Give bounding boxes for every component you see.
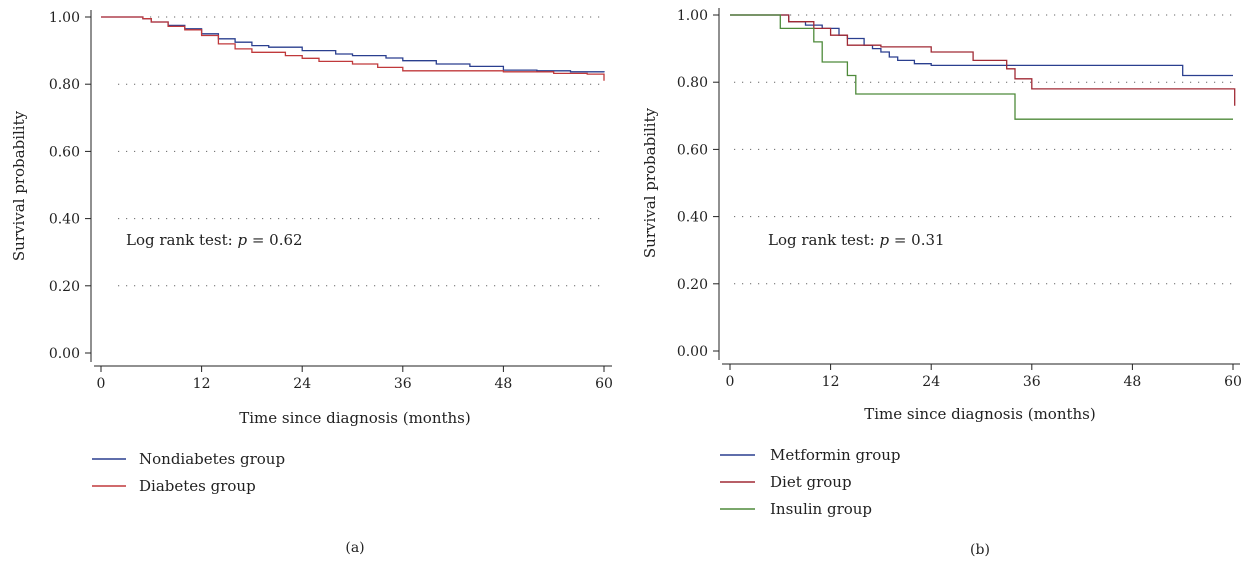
x-tick-label: 48 [1123,374,1141,390]
panel-b-y-label: Survival probability [641,107,659,258]
panel-a-y-ticks: 0.00 0.20 0.40 0.60 0.80 1.00 [49,10,91,362]
panel-a-y-label: Survival probability [10,110,28,261]
legend-label-nondiabetes: Nondiabetes group [139,450,285,468]
panel-b-y-ticks: 0.00 0.20 0.40 0.60 0.80 1.00 [677,8,719,360]
x-tick-label: 0 [97,376,106,392]
panel-b-series [730,14,1236,120]
y-tick-label: 0.00 [49,346,80,362]
x-tick-label: 60 [1224,374,1242,390]
panel-b-x-label: Time since diagnosis (months) [864,405,1095,423]
panel-a-annotation: Log rank test: p = 0.62 [126,231,303,249]
legend-label-diet: Diet group [770,473,852,491]
panel-a-x-label: Time since diagnosis (months) [239,409,470,427]
series-line-diabetes-group [101,16,605,81]
panel-a-series [101,16,605,81]
y-tick-label: 0.80 [49,77,80,93]
y-tick-label: 0.60 [49,144,80,160]
panel-b-legend: Metformin group Diet group Insulin group [720,446,901,518]
x-tick-label: 24 [922,374,940,390]
panel-b-annotation: Log rank test: p = 0.31 [768,231,945,249]
legend-label-metformin: Metformin group [770,446,901,464]
y-tick-label: 0.20 [677,277,708,293]
y-tick-label: 0.40 [677,210,708,226]
panel-b-x-ticks: 0 12 24 36 48 60 [726,364,1242,390]
y-tick-label: 0.20 [49,279,80,295]
legend-label-diabetes: Diabetes group [139,477,256,495]
panel-b-label: (b) [970,542,990,558]
y-tick-label: 0.40 [49,212,80,228]
x-tick-label: 60 [595,376,613,392]
series-line-nondiabetes-group [101,16,605,73]
panel-b: 0.00 0.20 0.40 0.60 0.80 1.00 0 12 24 36 48 60 Log… [641,8,1242,558]
y-tick-label: 0.00 [677,344,708,360]
x-tick-label: 36 [394,376,412,392]
y-tick-label: 0.60 [677,142,708,158]
series-line-metformin-group [730,14,1233,77]
series-line-insulin-group [730,14,1233,120]
panel-a: 0.00 0.20 0.40 0.60 0.80 1.00 0 12 24 36 48 60 Log… [10,10,613,556]
panel-a-label: (a) [345,540,364,556]
x-tick-label: 48 [494,376,512,392]
series-line-diet-group [730,14,1236,106]
x-tick-label: 36 [1023,374,1041,390]
x-tick-label: 12 [822,374,840,390]
x-tick-label: 24 [293,376,311,392]
legend-label-insulin: Insulin group [770,500,872,518]
panel-a-legend: Nondiabetes group Diabetes group [92,450,285,495]
y-tick-label: 0.80 [677,75,708,91]
y-tick-label: 1.00 [49,10,80,26]
panel-a-x-ticks: 0 12 24 36 48 60 [97,366,613,392]
panel-a-grid [118,16,604,287]
y-tick-label: 1.00 [677,8,708,24]
x-tick-label: 0 [726,374,735,390]
x-tick-label: 12 [193,376,211,392]
